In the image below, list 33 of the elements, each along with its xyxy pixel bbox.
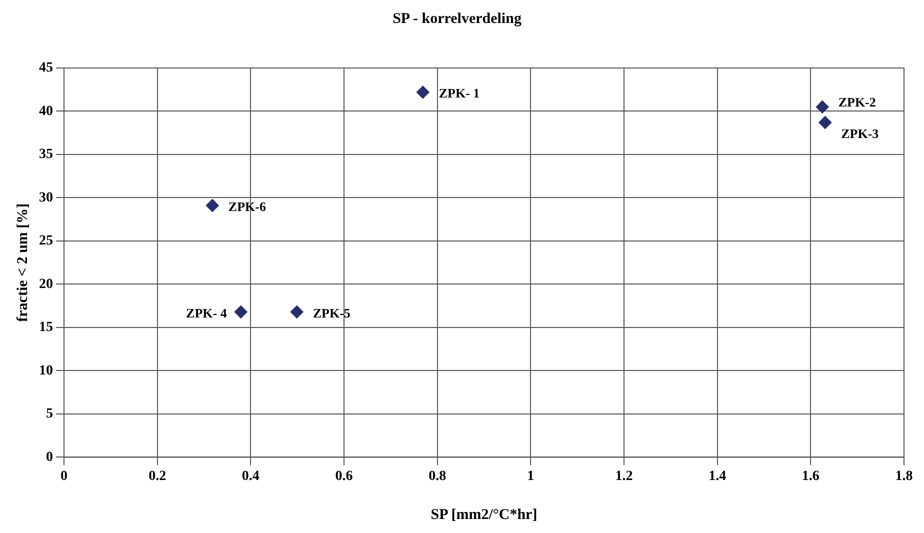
x-tick-label: 1.2: [615, 469, 633, 484]
y-tick-label: 10: [39, 363, 53, 378]
point: [818, 116, 832, 129]
y-axis-title: fractie < 2 um [%]: [14, 203, 31, 322]
x-tick-label: 1.6: [802, 469, 820, 484]
point: [416, 86, 430, 99]
y-tick-label: 25: [39, 234, 53, 249]
point: [234, 305, 248, 318]
y-tick-label: 40: [39, 104, 53, 119]
x-axis-title: SP [mm2/°C*hr]: [430, 506, 538, 523]
point: [290, 305, 304, 318]
y-tick-label: 30: [39, 190, 53, 206]
point: [206, 199, 219, 212]
annotation: ZPK- 1: [438, 86, 480, 101]
x-tick-label: 1.8: [895, 469, 913, 484]
y-tick-label: 45: [39, 60, 53, 76]
x-tick-label: 0.4: [242, 469, 260, 484]
x-tick-label: 0.2: [148, 469, 166, 484]
chart-title: SP - korrelverdeling: [392, 10, 522, 27]
y-tick-label: 5: [46, 406, 53, 422]
x-tick-label: 0.8: [428, 469, 446, 484]
annotation: ZPK-3: [841, 126, 880, 141]
x-tick-label: 0.6: [335, 469, 353, 484]
x-tick-label: 1.4: [708, 469, 726, 484]
annotation: ZPK-2: [838, 94, 876, 110]
x-tick-label: 1: [527, 469, 534, 484]
y-tick-label: 0: [46, 450, 53, 465]
y-tick-label: 15: [39, 320, 53, 336]
x-tick-label: 0: [60, 469, 68, 484]
y-tick-label: 20: [39, 276, 53, 292]
annotation: ZPK- 4: [186, 305, 228, 320]
y-tick-label: 35: [39, 147, 53, 162]
point: [816, 100, 829, 114]
